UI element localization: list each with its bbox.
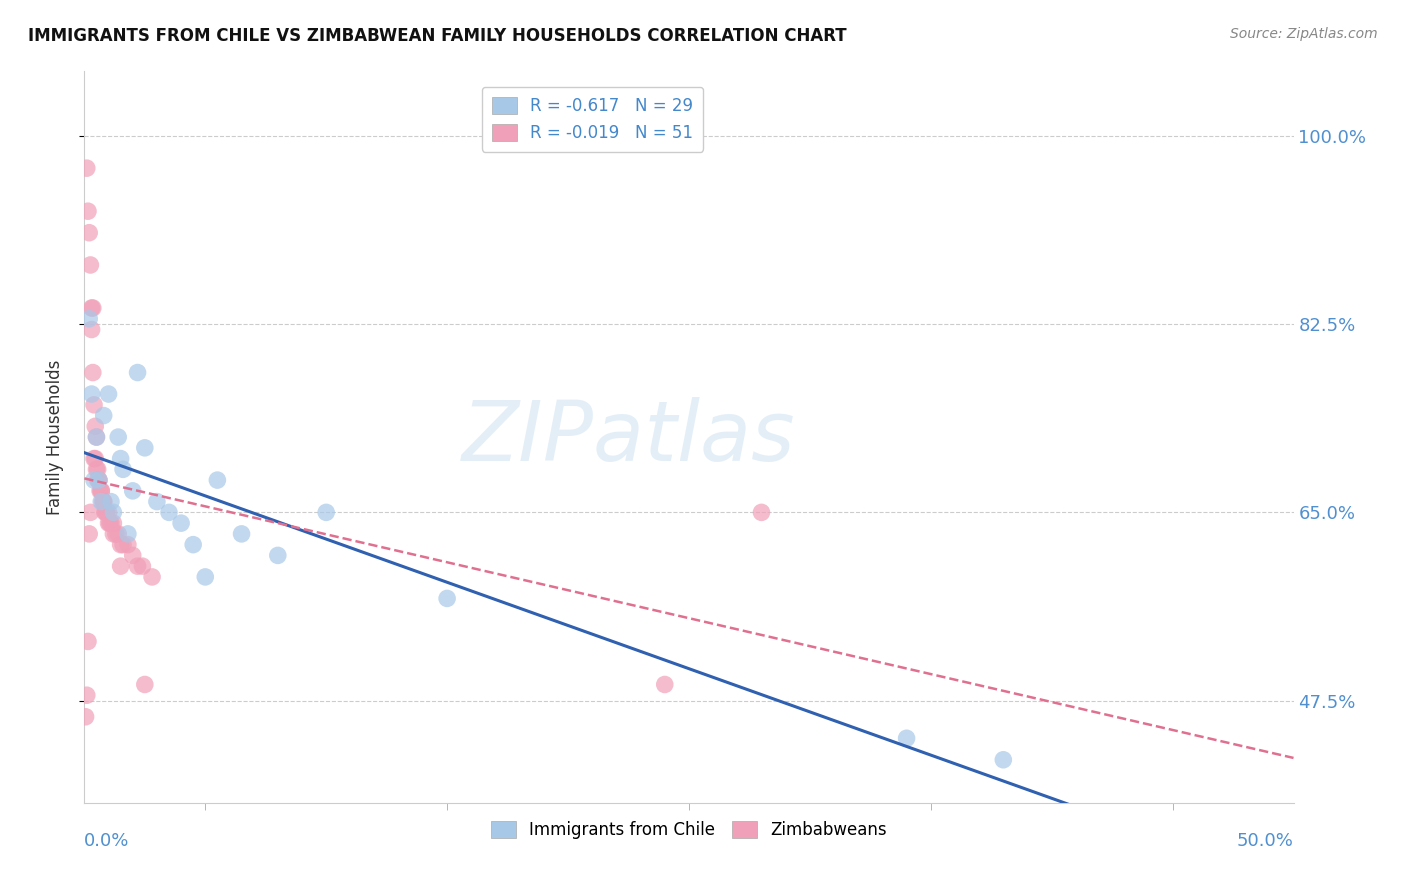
Point xyxy=(100,494,122,508)
Point xyxy=(77,311,100,326)
Point xyxy=(86,473,108,487)
Point xyxy=(90,494,112,508)
Point xyxy=(97,516,120,530)
Point xyxy=(100,516,122,530)
Point xyxy=(993,753,1015,767)
Point xyxy=(103,527,125,541)
Point xyxy=(157,505,180,519)
Point xyxy=(76,161,98,176)
Point xyxy=(77,204,100,219)
Point xyxy=(146,494,169,508)
Point xyxy=(97,505,120,519)
Point xyxy=(80,301,103,315)
Point xyxy=(83,473,105,487)
Point xyxy=(751,505,773,519)
Y-axis label: Family Households: Family Households xyxy=(45,359,63,515)
Point xyxy=(94,505,117,519)
Point xyxy=(117,527,139,541)
Point xyxy=(84,451,107,466)
Point xyxy=(87,473,110,487)
Point xyxy=(82,366,104,380)
Point xyxy=(77,634,100,648)
Point xyxy=(194,570,217,584)
Point xyxy=(79,505,101,519)
Point xyxy=(104,527,127,541)
Point xyxy=(127,559,149,574)
Point xyxy=(86,462,108,476)
Point xyxy=(107,430,129,444)
Point xyxy=(112,538,135,552)
Point xyxy=(97,387,120,401)
Point xyxy=(76,688,98,702)
Point xyxy=(90,483,112,498)
Point xyxy=(83,451,105,466)
Point xyxy=(107,527,129,541)
Point xyxy=(110,538,132,552)
Point xyxy=(84,419,107,434)
Legend: Immigrants from Chile, Zimbabweans: Immigrants from Chile, Zimbabweans xyxy=(484,814,894,846)
Point xyxy=(127,366,149,380)
Point xyxy=(80,387,103,401)
Point xyxy=(86,430,108,444)
Point xyxy=(110,559,132,574)
Point xyxy=(89,483,111,498)
Point xyxy=(86,462,108,476)
Point xyxy=(134,677,156,691)
Point xyxy=(267,549,290,563)
Point xyxy=(231,527,253,541)
Point xyxy=(896,731,918,746)
Point xyxy=(131,559,153,574)
Point xyxy=(79,258,101,272)
Point xyxy=(436,591,458,606)
Point xyxy=(121,549,143,563)
Point xyxy=(93,494,115,508)
Point xyxy=(98,516,121,530)
Point xyxy=(141,570,163,584)
Point xyxy=(75,710,97,724)
Point xyxy=(654,677,676,691)
Point xyxy=(207,473,229,487)
Point xyxy=(80,322,103,336)
Text: Source: ZipAtlas.com: Source: ZipAtlas.com xyxy=(1230,27,1378,41)
Text: IMMIGRANTS FROM CHILE VS ZIMBABWEAN FAMILY HOUSEHOLDS CORRELATION CHART: IMMIGRANTS FROM CHILE VS ZIMBABWEAN FAMI… xyxy=(28,27,846,45)
Point xyxy=(103,505,125,519)
Point xyxy=(181,538,204,552)
Point xyxy=(83,398,105,412)
Point xyxy=(94,505,117,519)
Point xyxy=(117,538,139,552)
Point xyxy=(170,516,193,530)
Point xyxy=(315,505,337,519)
Point xyxy=(87,473,110,487)
Point xyxy=(87,473,110,487)
Point xyxy=(110,451,132,466)
Point xyxy=(77,226,100,240)
Point xyxy=(77,527,100,541)
Point xyxy=(93,409,115,423)
Text: 50.0%: 50.0% xyxy=(1237,832,1294,850)
Text: 0.0%: 0.0% xyxy=(84,832,129,850)
Point xyxy=(91,494,114,508)
Point xyxy=(93,494,115,508)
Point xyxy=(86,430,108,444)
Point xyxy=(82,301,104,315)
Point xyxy=(134,441,156,455)
Point xyxy=(103,516,125,530)
Point xyxy=(90,483,112,498)
Point xyxy=(112,462,135,476)
Text: ZIPatlas: ZIPatlas xyxy=(461,397,796,477)
Point xyxy=(94,505,117,519)
Point xyxy=(121,483,143,498)
